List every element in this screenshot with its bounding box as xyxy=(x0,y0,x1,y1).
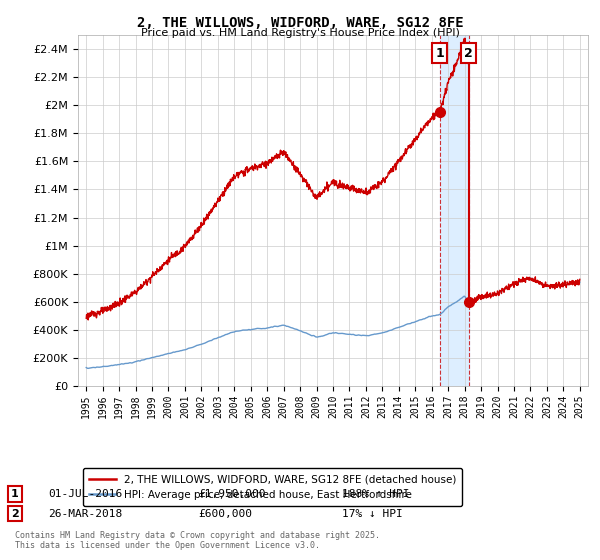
Text: 1: 1 xyxy=(11,489,19,499)
Text: 2, THE WILLOWS, WIDFORD, WARE, SG12 8FE: 2, THE WILLOWS, WIDFORD, WARE, SG12 8FE xyxy=(137,16,463,30)
Text: 188% ↑ HPI: 188% ↑ HPI xyxy=(342,489,409,499)
Text: 26-MAR-2018: 26-MAR-2018 xyxy=(48,508,122,519)
Text: £600,000: £600,000 xyxy=(198,508,252,519)
Text: 1: 1 xyxy=(436,46,445,59)
Text: 2: 2 xyxy=(464,46,473,59)
Text: 17% ↓ HPI: 17% ↓ HPI xyxy=(342,508,403,519)
Text: Price paid vs. HM Land Registry's House Price Index (HPI): Price paid vs. HM Land Registry's House … xyxy=(140,28,460,38)
Text: 01-JUL-2016: 01-JUL-2016 xyxy=(48,489,122,499)
Legend: 2, THE WILLOWS, WIDFORD, WARE, SG12 8FE (detached house), HPI: Average price, de: 2, THE WILLOWS, WIDFORD, WARE, SG12 8FE … xyxy=(83,468,463,506)
Text: 2: 2 xyxy=(11,508,19,519)
Bar xyxy=(440,35,469,386)
Text: Contains HM Land Registry data © Crown copyright and database right 2025.
This d: Contains HM Land Registry data © Crown c… xyxy=(15,530,380,550)
Text: £1,950,000: £1,950,000 xyxy=(198,489,265,499)
